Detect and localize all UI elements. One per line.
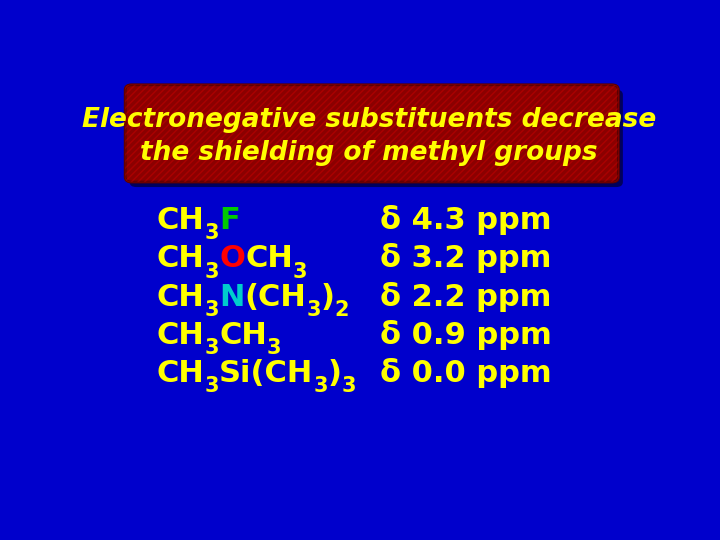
Text: 3: 3 — [306, 300, 321, 320]
Text: δ 4.3 ppm: δ 4.3 ppm — [380, 205, 552, 235]
Text: Electronegative substituents decrease: Electronegative substituents decrease — [82, 107, 656, 133]
FancyBboxPatch shape — [125, 85, 618, 182]
Text: 3: 3 — [313, 376, 328, 396]
Text: 3: 3 — [204, 376, 219, 396]
Text: (CH: (CH — [245, 282, 306, 312]
Text: CH: CH — [245, 244, 293, 273]
Text: 3: 3 — [342, 376, 356, 396]
Text: CH: CH — [157, 359, 204, 388]
Text: CH: CH — [219, 321, 267, 350]
Text: ): ) — [328, 359, 342, 388]
Text: CH: CH — [157, 206, 204, 235]
Text: 3: 3 — [293, 262, 307, 282]
Text: 3: 3 — [204, 262, 219, 282]
Text: 3: 3 — [204, 300, 219, 320]
Text: CH: CH — [157, 282, 204, 312]
Text: δ 0.0 ppm: δ 0.0 ppm — [380, 358, 552, 388]
Text: 3: 3 — [204, 224, 219, 244]
Text: CH: CH — [157, 321, 204, 350]
Text: O: O — [219, 244, 245, 273]
Text: δ 2.2 ppm: δ 2.2 ppm — [380, 281, 552, 312]
Text: δ 3.2 ppm: δ 3.2 ppm — [380, 244, 552, 273]
FancyBboxPatch shape — [130, 90, 623, 187]
Text: 2: 2 — [335, 300, 349, 320]
Text: 3: 3 — [267, 338, 282, 358]
Text: Si(CH: Si(CH — [219, 359, 313, 388]
Text: F: F — [219, 206, 240, 235]
Text: δ 0.9 ppm: δ 0.9 ppm — [380, 320, 552, 350]
Text: the shielding of methyl groups: the shielding of methyl groups — [140, 140, 598, 166]
Text: N: N — [219, 282, 245, 312]
Text: 3: 3 — [204, 338, 219, 358]
Text: CH: CH — [157, 244, 204, 273]
Text: ): ) — [321, 282, 335, 312]
